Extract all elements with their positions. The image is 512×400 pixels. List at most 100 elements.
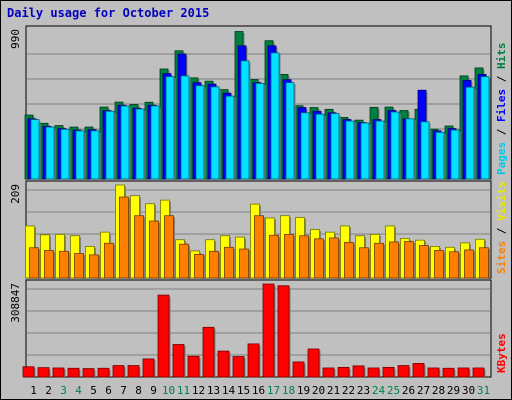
bar-sites-day-9 xyxy=(149,220,159,279)
legend-entry-sites: Sites xyxy=(495,241,508,274)
bar-kbytes-day-25 xyxy=(382,366,395,378)
legend-visits-sites: Sites / Visits xyxy=(495,181,508,274)
bar-sites-day-20 xyxy=(314,238,324,279)
bar-sites-day-25 xyxy=(389,241,399,279)
x-tick-day-15: 15 xyxy=(237,384,250,397)
bar-sites-day-22 xyxy=(344,242,354,279)
bar-pages-day-16 xyxy=(255,83,265,180)
bar-kbytes-day-31 xyxy=(472,367,485,378)
axis-max-label-kbytes: 308847 xyxy=(9,283,22,323)
bar-pages-day-21 xyxy=(330,113,340,180)
bar-kbytes-day-15 xyxy=(232,356,245,378)
legend-entry-hits: Hits xyxy=(495,43,508,70)
bar-kbytes-day-6 xyxy=(97,367,110,378)
bar-pages-day-3 xyxy=(60,128,70,180)
bar-sites-day-4 xyxy=(74,253,84,279)
bar-kbytes-day-27 xyxy=(412,363,425,378)
x-tick-day-1: 1 xyxy=(30,384,37,397)
legend-entry-files: Files xyxy=(495,89,508,122)
bar-kbytes-day-16 xyxy=(247,343,260,378)
chart-title: Daily usage for October 2015 xyxy=(7,6,210,20)
bar-pages-day-27 xyxy=(420,121,430,180)
bar-kbytes-day-12 xyxy=(187,355,200,378)
bar-kbytes-day-7 xyxy=(112,365,125,378)
bar-sites-day-2 xyxy=(44,250,54,279)
bar-pages-day-8 xyxy=(135,108,145,180)
bar-pages-day-4 xyxy=(75,130,85,180)
bar-pages-day-22 xyxy=(345,120,355,180)
bar-sites-day-8 xyxy=(134,215,144,279)
bar-pages-day-24 xyxy=(375,120,385,180)
bar-sites-day-27 xyxy=(419,245,429,279)
legend-hits-files-pages: Pages / Files / Hits xyxy=(495,43,508,176)
bar-kbytes-day-23 xyxy=(352,365,365,378)
x-tick-day-17: 17 xyxy=(267,384,280,397)
bar-sites-day-7 xyxy=(119,196,129,279)
bar-sites-day-11 xyxy=(179,243,189,279)
x-tick-day-30: 30 xyxy=(462,384,475,397)
bar-pages-day-15 xyxy=(240,60,250,180)
x-tick-day-19: 19 xyxy=(297,384,310,397)
bar-pages-day-14 xyxy=(225,95,235,180)
bar-sites-day-30 xyxy=(464,249,474,279)
x-tick-day-11: 11 xyxy=(177,384,190,397)
bar-pages-day-12 xyxy=(195,85,205,180)
bar-pages-day-1 xyxy=(30,119,40,180)
bar-kbytes-day-8 xyxy=(127,365,140,378)
bar-pages-day-26 xyxy=(405,118,415,180)
bar-kbytes-day-22 xyxy=(337,366,350,378)
legend-separator: / xyxy=(495,69,508,89)
bar-kbytes-day-20 xyxy=(307,348,320,378)
bar-sites-day-6 xyxy=(104,242,114,279)
bar-sites-day-18 xyxy=(284,233,294,279)
bar-sites-day-1 xyxy=(29,247,39,279)
bar-kbytes-day-29 xyxy=(442,367,455,378)
axis-max-label-visits-sites: 209 xyxy=(9,184,22,204)
bar-pages-day-6 xyxy=(105,110,115,180)
x-tick-day-10: 10 xyxy=(162,384,175,397)
bar-sites-day-17 xyxy=(269,234,279,279)
bar-kbytes-day-28 xyxy=(427,367,440,378)
x-tick-day-24: 24 xyxy=(372,384,386,397)
x-tick-day-29: 29 xyxy=(447,384,460,397)
x-tick-day-21: 21 xyxy=(327,384,340,397)
bar-sites-day-13 xyxy=(209,250,219,279)
bar-kbytes-day-26 xyxy=(397,365,410,378)
bar-kbytes-day-3 xyxy=(52,367,65,378)
bar-sites-day-10 xyxy=(164,215,174,279)
bar-sites-day-21 xyxy=(329,237,339,279)
bar-pages-day-18 xyxy=(285,82,295,180)
bar-sites-day-26 xyxy=(404,241,414,279)
bar-kbytes-day-24 xyxy=(367,367,380,378)
x-tick-day-25: 25 xyxy=(387,384,400,397)
bar-kbytes-day-13 xyxy=(202,326,215,378)
x-tick-day-31: 31 xyxy=(477,384,490,397)
x-tick-day-8: 8 xyxy=(135,384,142,397)
bar-pages-day-23 xyxy=(360,122,370,180)
x-tick-day-2: 2 xyxy=(45,384,52,397)
bar-sites-day-16 xyxy=(254,215,264,279)
bar-sites-day-3 xyxy=(59,250,69,279)
bar-sites-day-19 xyxy=(299,235,309,279)
bar-pages-day-7 xyxy=(120,105,130,180)
bar-sites-day-28 xyxy=(434,250,444,279)
bar-pages-day-5 xyxy=(90,130,100,180)
bar-kbytes-day-19 xyxy=(292,361,305,378)
bar-pages-day-2 xyxy=(45,126,55,180)
x-tick-day-5: 5 xyxy=(90,384,97,397)
bar-kbytes-day-11 xyxy=(172,344,185,378)
axis-max-label-hits-files-pages: 990 xyxy=(9,29,22,49)
bar-sites-day-29 xyxy=(449,251,459,279)
x-tick-day-12: 12 xyxy=(192,384,205,397)
legend-entry-visits: Visits xyxy=(495,181,508,221)
bar-kbytes-day-17 xyxy=(262,283,275,378)
x-tick-day-18: 18 xyxy=(282,384,295,397)
x-tick-day-13: 13 xyxy=(207,384,220,397)
bar-kbytes-day-18 xyxy=(277,285,290,378)
bar-kbytes-day-5 xyxy=(82,368,95,378)
bar-pages-day-19 xyxy=(300,112,310,180)
legend-kbytes: KBytes xyxy=(495,333,508,373)
bar-pages-day-17 xyxy=(270,52,280,180)
bar-sites-day-12 xyxy=(194,254,204,279)
